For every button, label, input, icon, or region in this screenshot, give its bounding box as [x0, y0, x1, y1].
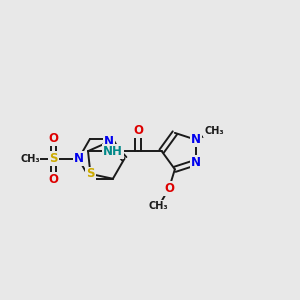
- Text: NH: NH: [103, 145, 123, 158]
- Text: O: O: [48, 132, 59, 145]
- Text: CH₃: CH₃: [20, 154, 40, 164]
- Text: S: S: [86, 167, 95, 180]
- Text: O: O: [164, 182, 174, 195]
- Text: N: N: [74, 152, 83, 165]
- Text: S: S: [49, 152, 58, 165]
- Text: CH₃: CH₃: [149, 201, 169, 211]
- Text: N: N: [104, 135, 114, 148]
- Text: N: N: [191, 156, 201, 169]
- Text: N: N: [191, 134, 201, 146]
- Text: CH₃: CH₃: [204, 126, 224, 136]
- Text: O: O: [48, 173, 59, 186]
- Text: O: O: [133, 124, 143, 137]
